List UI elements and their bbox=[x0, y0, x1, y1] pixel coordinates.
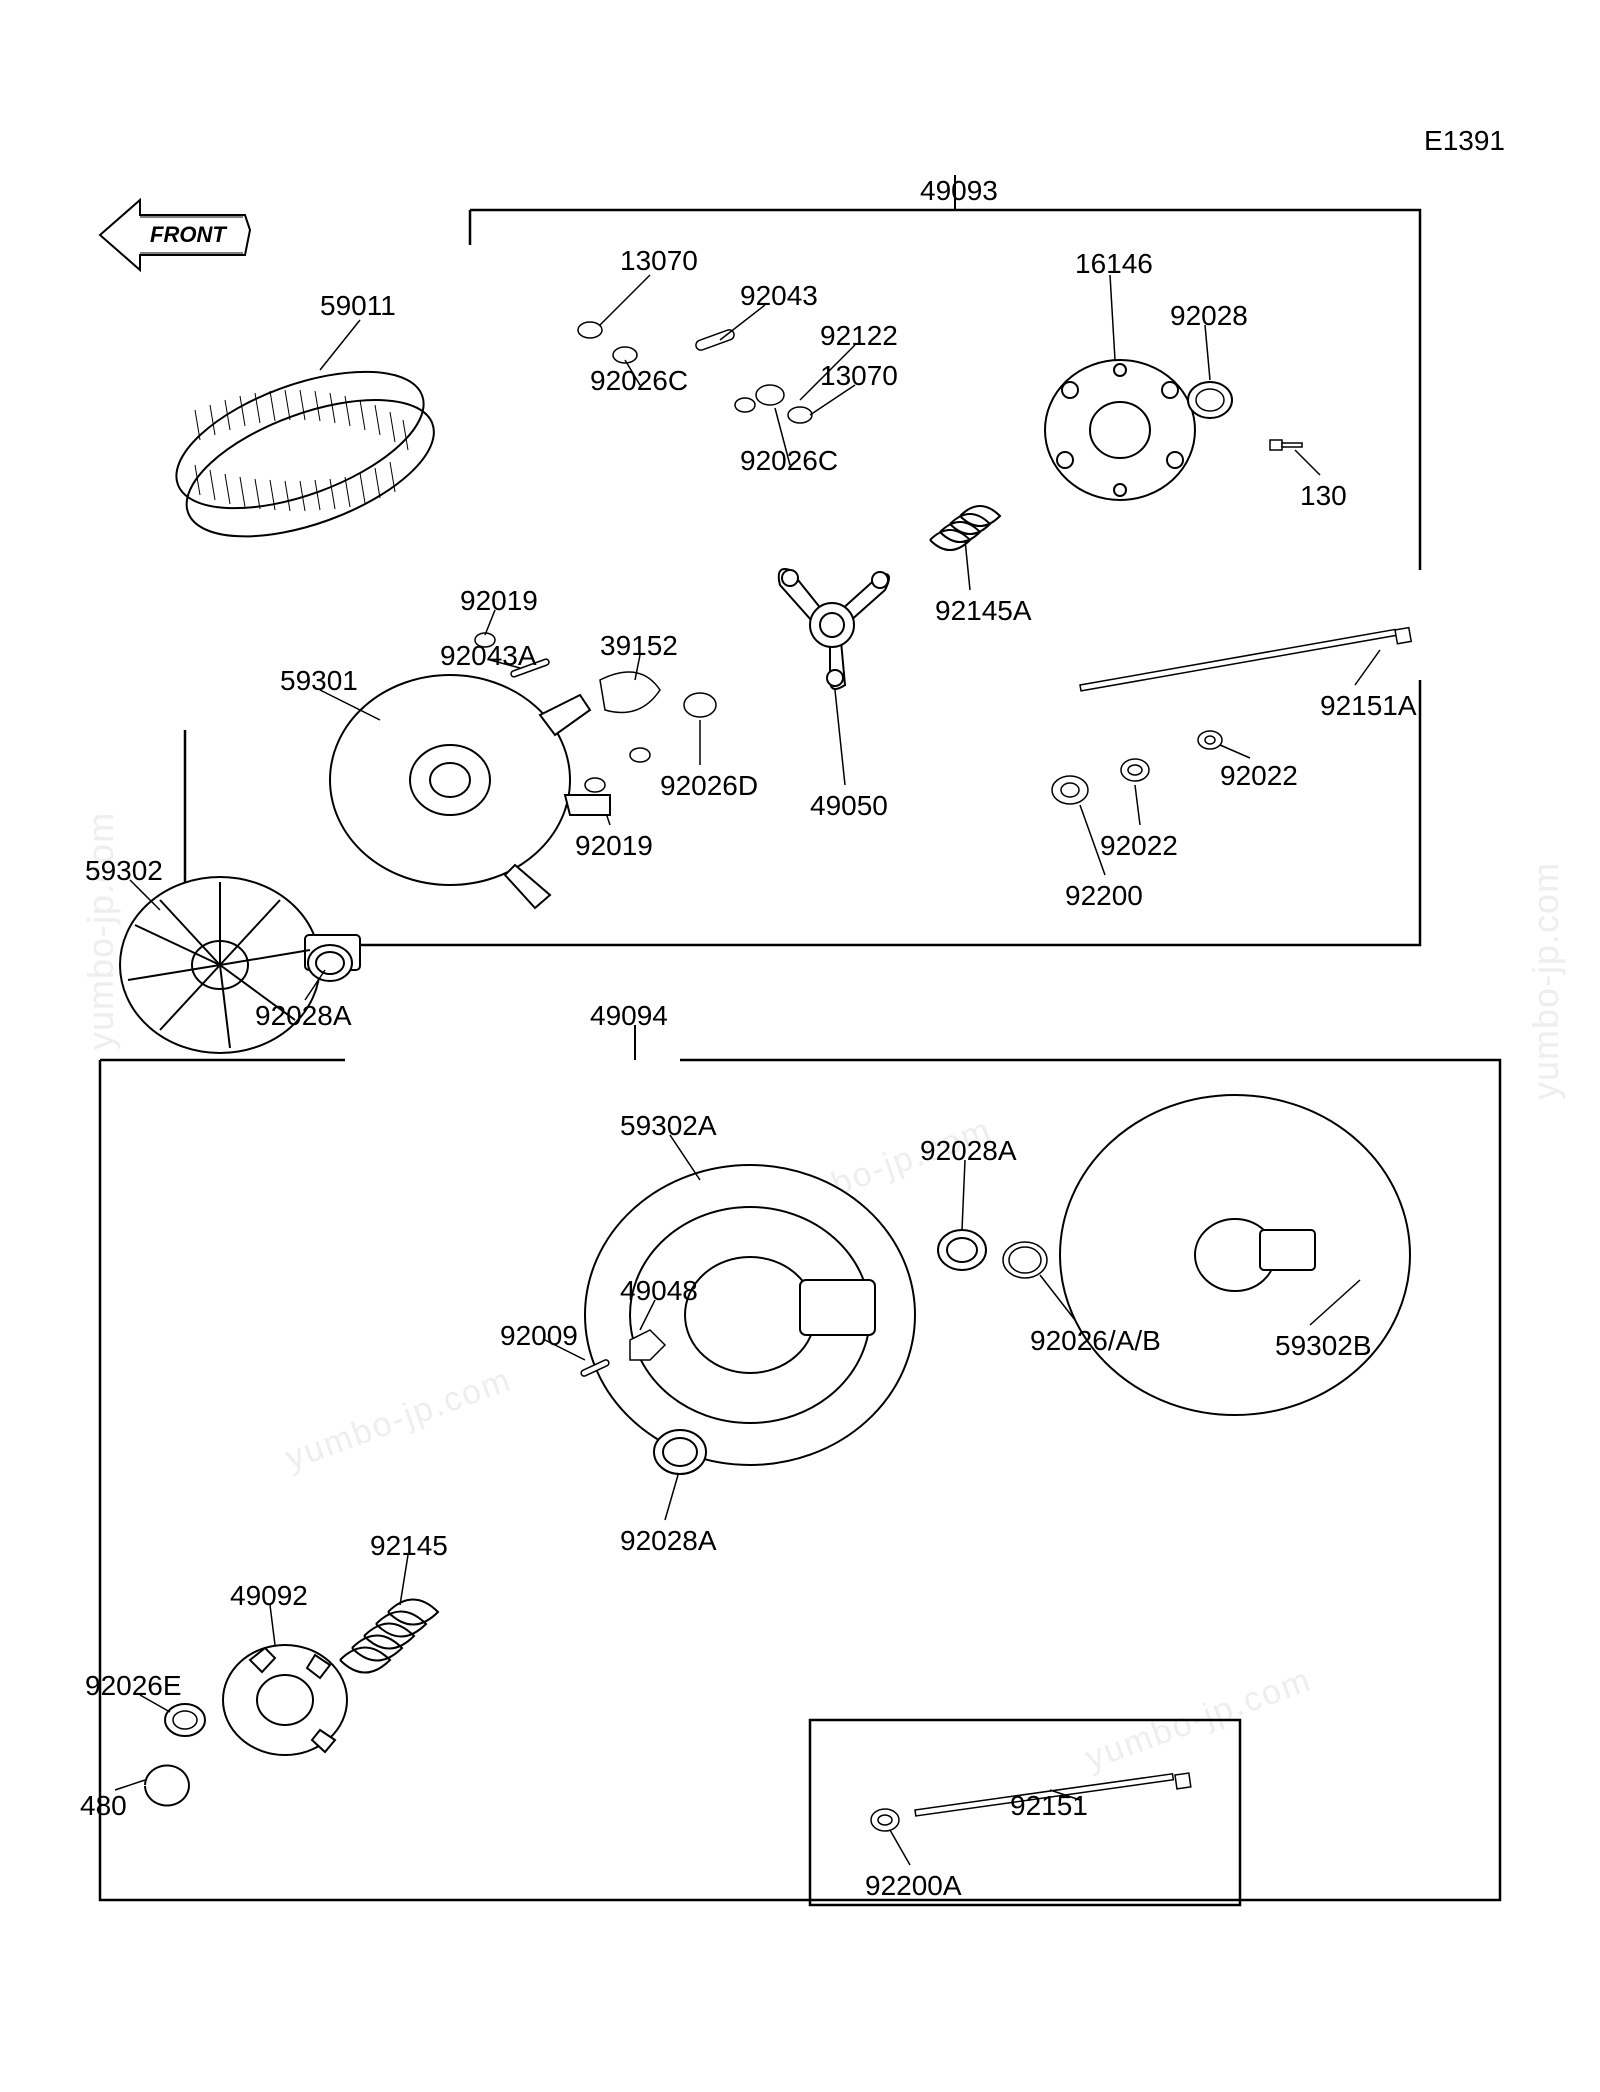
callout-92026D: 92026D bbox=[660, 770, 758, 802]
callout-92022b: 92022 bbox=[1100, 830, 1178, 862]
callout-13070: 13070 bbox=[620, 245, 698, 277]
callout-480: 480 bbox=[80, 1790, 127, 1822]
callout-92028Ab: 92028A bbox=[920, 1135, 1017, 1167]
callout-49048: 49048 bbox=[620, 1275, 698, 1307]
callout-92026Cb: 92026C bbox=[740, 445, 838, 477]
callout-49093: 49093 bbox=[920, 175, 998, 207]
callout-59302A: 59302A bbox=[620, 1110, 717, 1142]
diagram-container: E1391 FRONT yumbo-jp.com yumbo-jp.com yu… bbox=[0, 0, 1600, 2092]
callout-39152: 39152 bbox=[600, 630, 678, 662]
callout-59301: 59301 bbox=[280, 665, 358, 697]
callout-59302B: 59302B bbox=[1275, 1330, 1372, 1362]
callout-49050: 49050 bbox=[810, 790, 888, 822]
callout-92151: 92151 bbox=[1010, 1790, 1088, 1822]
callout-92028Ac: 92028A bbox=[620, 1525, 717, 1557]
callout-92200: 92200 bbox=[1065, 880, 1143, 912]
callout-59011: 59011 bbox=[320, 290, 396, 322]
callout-13070b: 13070 bbox=[820, 360, 898, 392]
callout-92019: 92019 bbox=[460, 585, 538, 617]
callout-16146: 16146 bbox=[1075, 248, 1153, 280]
callout-92028: 92028 bbox=[1170, 300, 1248, 332]
callout-92026C: 92026C bbox=[590, 365, 688, 397]
callout-59302: 59302 bbox=[85, 855, 163, 887]
callout-92019b: 92019 bbox=[575, 830, 653, 862]
callout-92151A: 92151A bbox=[1320, 690, 1417, 722]
callout-92200A: 92200A bbox=[865, 1870, 962, 1902]
callout-92028A: 92028A bbox=[255, 1000, 352, 1032]
callout-130: 130 bbox=[1300, 480, 1347, 512]
callout-92145: 92145 bbox=[370, 1530, 448, 1562]
callout-92145A: 92145A bbox=[935, 595, 1032, 627]
callout-92043A: 92043A bbox=[440, 640, 537, 672]
callout-49094: 49094 bbox=[590, 1000, 668, 1032]
callout-92043: 92043 bbox=[740, 280, 818, 312]
callout-92026E: 92026E bbox=[85, 1670, 182, 1702]
callout-49092: 49092 bbox=[230, 1580, 308, 1612]
callout-92122: 92122 bbox=[820, 320, 898, 352]
callout-92009: 92009 bbox=[500, 1320, 578, 1352]
callout-92026AB: 92026/A/B bbox=[1030, 1325, 1161, 1357]
callout-92022: 92022 bbox=[1220, 760, 1298, 792]
diagram-svg bbox=[0, 0, 1600, 2092]
